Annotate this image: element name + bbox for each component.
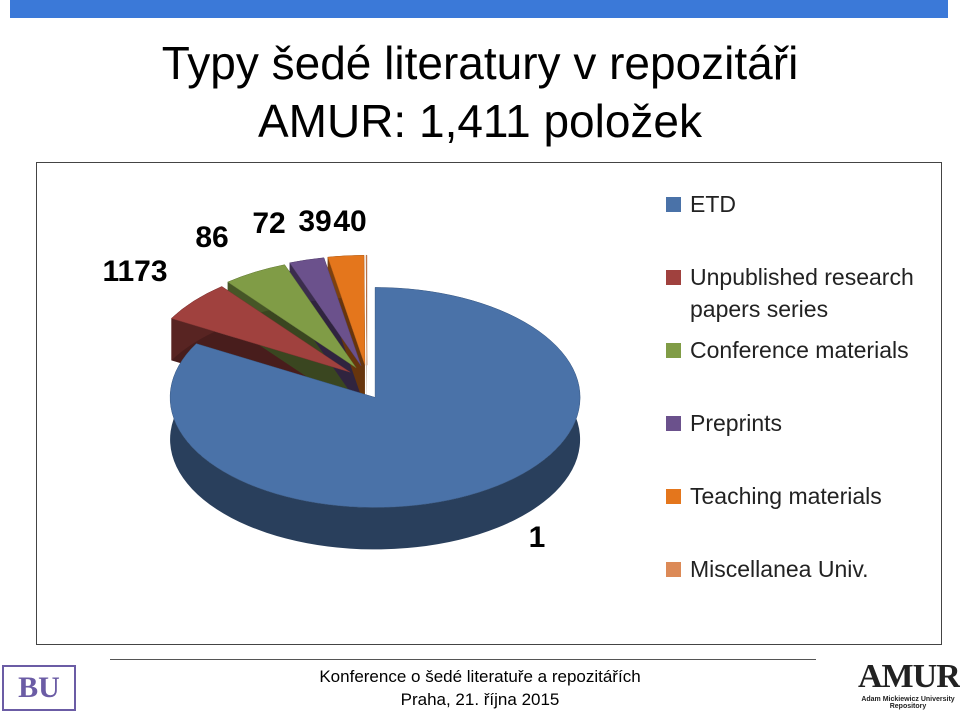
footer-text: Konference o šedé literatuře a repozitář… [319,667,641,686]
legend-entry: Preprints [666,407,936,480]
legend-label: ETD [690,191,736,217]
logo: BU [2,665,76,711]
legend-swatch [666,270,681,285]
footer-text: Praha, 21. října 2015 [400,690,560,709]
legend-entry: Unpublished research papers series [666,261,936,334]
logo-subtext: Adam Mickiewicz University Repository [861,696,955,710]
logo: AMUR Adam Mickiewicz University Reposito… [858,658,960,710]
legend-swatch [666,416,681,431]
legend-swatch [666,562,681,577]
legend-entry: Miscellanea Univ. [666,553,936,626]
legend-swatch [666,197,681,212]
slice [169,287,581,508]
data-label: 1173 [102,255,167,288]
data-label: 1 [529,521,546,554]
data-label: 86 [195,221,228,254]
legend-label: Preprints [690,410,783,436]
legend-label: Conference materials [690,337,909,363]
slice [365,254,368,366]
data-label: 40 [333,205,366,238]
legend-swatch [666,489,681,504]
legend-label: Teaching materials [690,483,882,509]
slice [227,264,357,368]
footer-rule [110,659,816,660]
top-bar [10,0,948,18]
legend: ETD Unpublished research papers series Con… [666,188,936,626]
data-label: 72 [252,207,285,240]
legend-swatch [666,343,681,358]
chart-title: Typy šedé literatury v repozitáři AMUR: … [161,37,799,147]
slice [327,255,366,366]
logo-text: AMUR [858,658,960,695]
data-label: 39 [298,205,331,238]
slice [289,257,362,367]
legend-label: Miscellanea Univ. [690,556,869,582]
slice [170,286,351,373]
legend-entry: Conference materials [666,334,936,407]
chart: 1173 86 72 39 40 1 [102,205,581,554]
legend-label: Unpublished research papers series [690,264,914,322]
chart-frame: 1173 86 72 39 40 1 [36,162,942,645]
legend-entry: Teaching materials [666,480,936,553]
legend-entry: ETD [666,188,936,261]
